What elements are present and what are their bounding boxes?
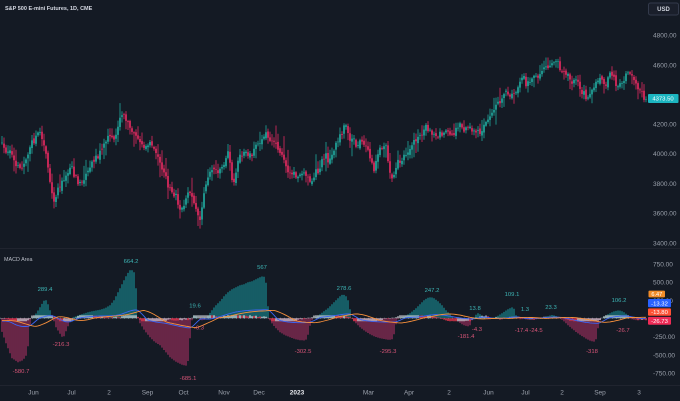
svg-text:3: 3 — [637, 390, 641, 397]
svg-text:-181.4: -181.4 — [458, 334, 475, 340]
svg-text:4600.00: 4600.00 — [653, 63, 677, 70]
svg-text:-17.4: -17.4 — [515, 328, 529, 334]
svg-text:Apr: Apr — [404, 390, 415, 397]
svg-text:-318: -318 — [586, 349, 599, 355]
svg-text:289.4: 289.4 — [38, 287, 53, 293]
svg-text:-26.73: -26.73 — [651, 319, 668, 325]
svg-text:109.1: 109.1 — [505, 292, 520, 298]
svg-text:3800.00: 3800.00 — [653, 181, 677, 188]
svg-text:MACD Area: MACD Area — [4, 257, 32, 263]
svg-text:4000.00: 4000.00 — [653, 151, 677, 158]
svg-text:Jul: Jul — [67, 390, 76, 397]
svg-text:664.2: 664.2 — [124, 259, 139, 265]
svg-text:Sep: Sep — [142, 390, 154, 397]
svg-text:-295.3: -295.3 — [380, 349, 397, 355]
svg-text:Nov: Nov — [218, 390, 230, 397]
svg-text:-13.80: -13.80 — [651, 310, 668, 316]
svg-text:3400.00: 3400.00 — [653, 240, 677, 247]
svg-text:-6.3: -6.3 — [194, 326, 205, 332]
svg-text:2: 2 — [560, 390, 564, 397]
svg-text:USD: USD — [657, 7, 670, 13]
svg-text:6.47: 6.47 — [651, 292, 662, 298]
svg-text:750.00: 750.00 — [653, 261, 673, 268]
svg-text:-24.5: -24.5 — [529, 328, 543, 334]
svg-text:Dec: Dec — [253, 390, 265, 397]
svg-text:500.00: 500.00 — [653, 280, 673, 287]
svg-text:19.6: 19.6 — [189, 304, 201, 310]
svg-text:Jun: Jun — [483, 390, 494, 397]
svg-text:2: 2 — [107, 390, 111, 397]
svg-text:2: 2 — [447, 390, 451, 397]
svg-text:S&P 500 E-mini Futures, 1D, CM: S&P 500 E-mini Futures, 1D, CME — [5, 6, 93, 12]
svg-text:4373.50: 4373.50 — [652, 97, 674, 103]
svg-text:106.2: 106.2 — [612, 298, 627, 304]
svg-text:-500.00: -500.00 — [653, 352, 675, 359]
svg-text:Jun: Jun — [28, 390, 39, 397]
svg-text:-580.7: -580.7 — [13, 369, 30, 375]
svg-text:23.3: 23.3 — [545, 305, 557, 311]
svg-text:-750.00: -750.00 — [653, 371, 675, 378]
svg-text:-4.3: -4.3 — [472, 327, 483, 333]
svg-text:Sep: Sep — [594, 390, 606, 397]
svg-text:-26.7: -26.7 — [616, 328, 629, 334]
svg-text:4800.00: 4800.00 — [653, 32, 677, 39]
svg-text:567: 567 — [257, 265, 267, 271]
svg-text:Oct: Oct — [178, 390, 188, 397]
svg-text:Mar: Mar — [363, 390, 375, 397]
svg-text:-302.5: -302.5 — [295, 349, 312, 355]
svg-text:-216.3: -216.3 — [53, 342, 70, 348]
svg-text:-13.32: -13.32 — [651, 301, 668, 307]
svg-text:-685.1: -685.1 — [180, 376, 197, 382]
svg-text:4200.00: 4200.00 — [653, 121, 677, 128]
svg-text:247.2: 247.2 — [425, 288, 440, 294]
svg-text:13.8: 13.8 — [469, 306, 481, 312]
svg-text:3600.00: 3600.00 — [653, 210, 677, 217]
svg-text:278.6: 278.6 — [337, 286, 352, 292]
svg-text:Jul: Jul — [521, 390, 530, 397]
svg-text:2023: 2023 — [290, 390, 305, 397]
svg-text:1.3: 1.3 — [521, 307, 530, 313]
svg-text:-250.00: -250.00 — [653, 334, 675, 341]
